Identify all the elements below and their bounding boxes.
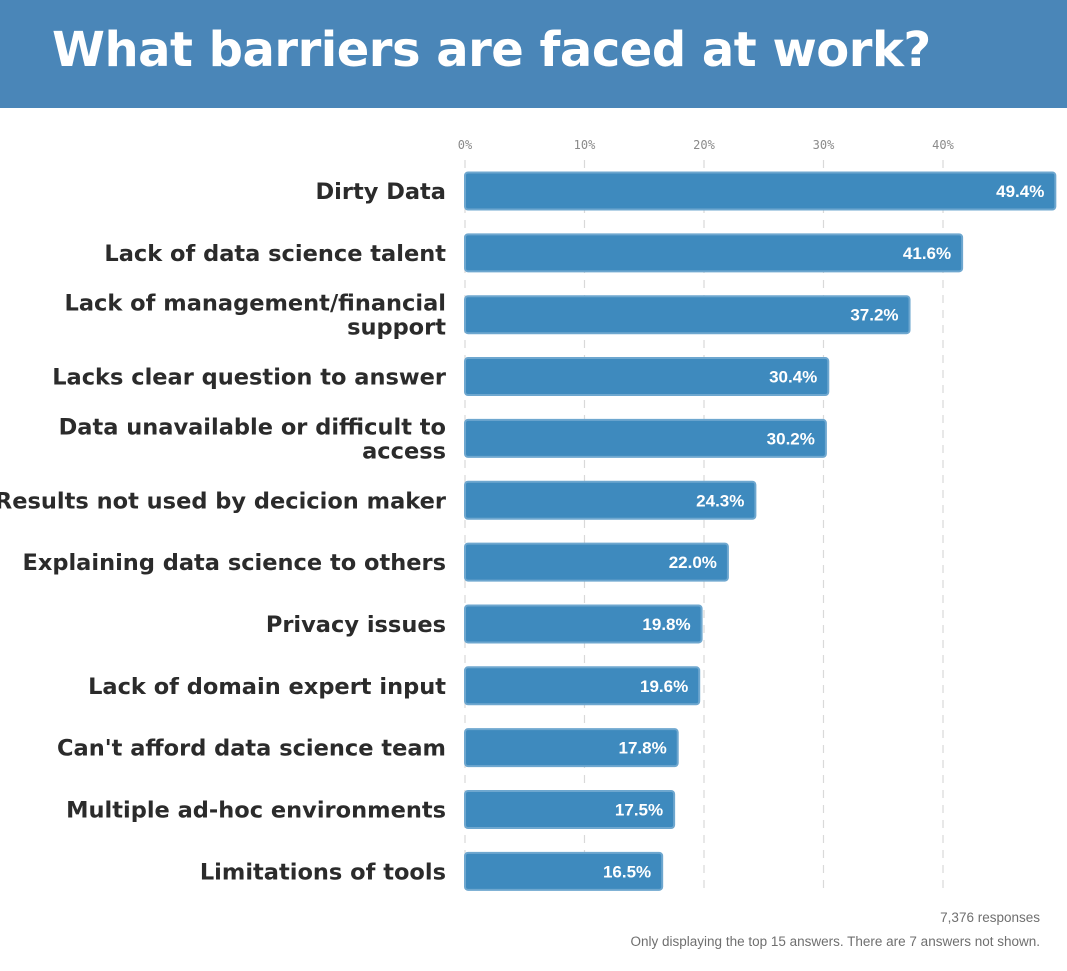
category-label-line: Privacy issues (266, 612, 446, 638)
x-tick-label: 0% (458, 138, 473, 152)
x-tick-label: 40% (932, 138, 954, 152)
data-label: 37.2% (850, 306, 898, 325)
chart-title: What barriers are faced at work? (52, 22, 931, 78)
bar (464, 418, 827, 458)
header-banner: What barriers are faced at work? (0, 0, 1067, 108)
category-label: Explaining data science to others (22, 550, 446, 576)
category-label-line: access (362, 438, 446, 464)
x-tick-label: 20% (693, 138, 715, 152)
response-count: 7,376 responses (940, 910, 1040, 925)
category-label: Lack of domain expert input (88, 674, 446, 700)
data-label: 17.5% (615, 801, 663, 820)
category-label-line: Lacks clear question to answer (52, 365, 447, 391)
bar (464, 542, 729, 582)
category-label-line: Results not used by decicion maker (0, 488, 447, 514)
category-label-line: Data unavailable or difficult to (59, 414, 446, 440)
data-label: 41.6% (903, 244, 951, 263)
bar (464, 666, 701, 706)
data-label: 22.0% (669, 553, 717, 572)
category-label-line: Lack of data science talent (104, 241, 446, 267)
bar (464, 851, 664, 891)
bar (464, 357, 830, 397)
category-label: Lacks clear question to answer (52, 365, 447, 391)
x-tick-label: 30% (813, 138, 835, 152)
data-label: 19.8% (642, 615, 690, 634)
category-label: Multiple ad-hoc environments (66, 798, 446, 824)
category-label: Dirty Data (315, 179, 446, 205)
data-label: 19.6% (640, 677, 688, 696)
category-label-line: support (347, 315, 446, 341)
category-label-line: Dirty Data (315, 179, 446, 205)
data-label: 30.4% (769, 368, 817, 387)
bar (464, 728, 679, 768)
category-label-line: Explaining data science to others (22, 550, 446, 576)
bar (464, 295, 911, 335)
x-tick-label: 10% (574, 138, 596, 152)
bar (464, 790, 676, 829)
data-label: 17.8% (619, 739, 667, 758)
data-label: 30.2% (767, 429, 815, 448)
footnote: Only displaying the top 15 answers. Ther… (630, 934, 1040, 949)
data-label: 24.3% (696, 491, 744, 510)
category-label: Results not used by decicion maker (0, 488, 447, 514)
data-label: 16.5% (603, 862, 651, 881)
category-label: Lack of management/financial support (65, 291, 447, 341)
category-label: Can't afford data science team (57, 736, 446, 762)
category-label-line: Multiple ad-hoc environments (66, 798, 446, 824)
bar (464, 604, 703, 644)
bar (464, 233, 964, 273)
category-label-line: Limitations of tools (200, 859, 446, 885)
bar (464, 480, 757, 520)
category-label-line: Lack of domain expert input (88, 674, 446, 700)
category-label: Lack of data science talent (104, 241, 446, 267)
category-label-line: Lack of management/financial (65, 291, 446, 317)
bar (464, 171, 1057, 211)
category-label: Data unavailable or difficult to access (59, 414, 446, 464)
category-label: Limitations of tools (200, 859, 446, 885)
category-label: Privacy issues (266, 612, 446, 638)
data-label: 49.4% (996, 182, 1044, 201)
category-label-line: Can't afford data science team (57, 736, 446, 762)
